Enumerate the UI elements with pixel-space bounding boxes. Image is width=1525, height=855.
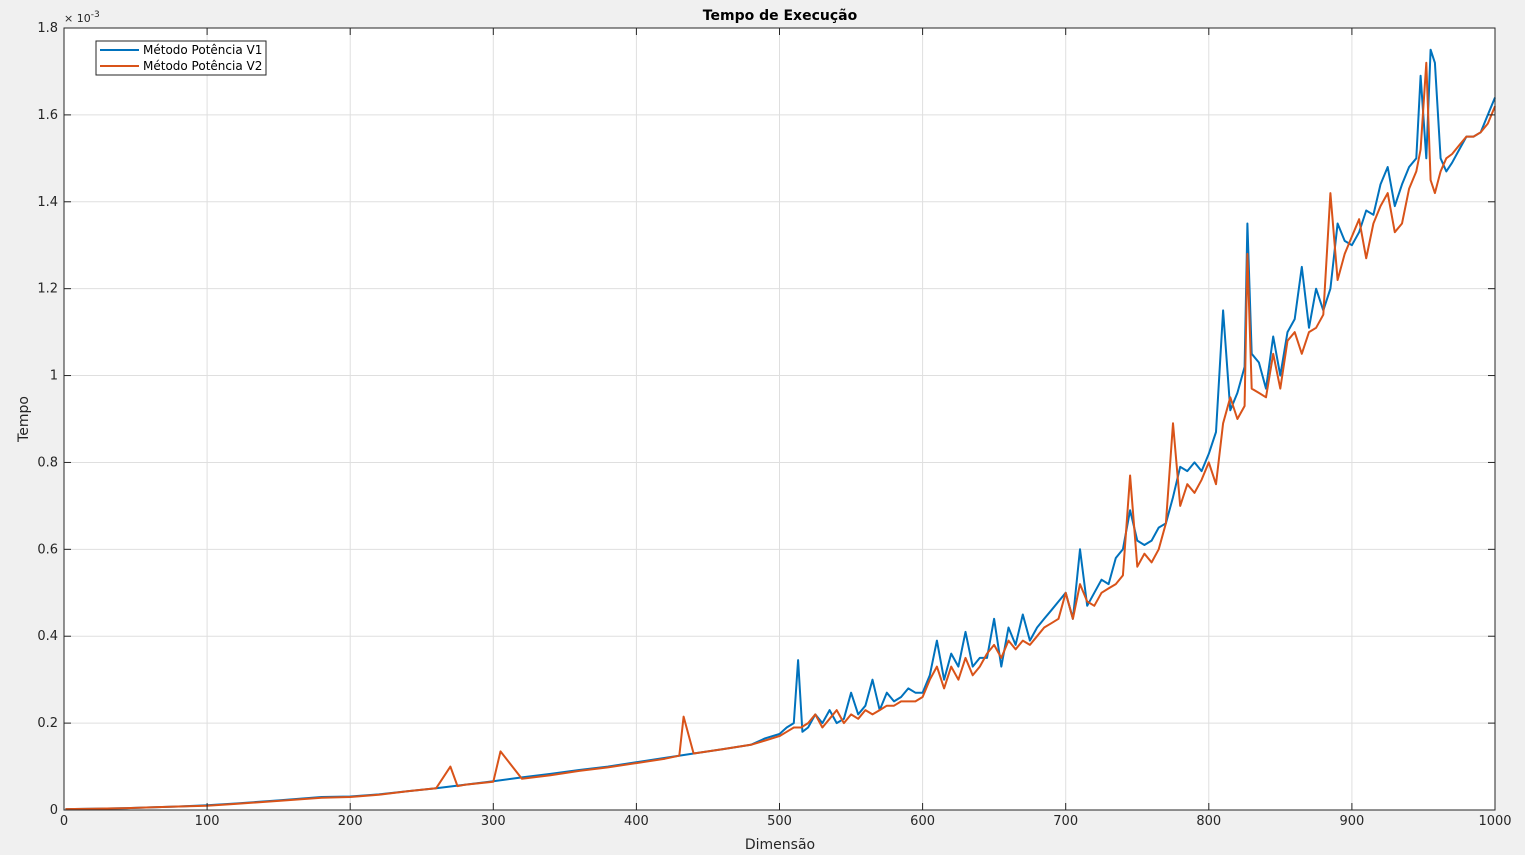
y-tick-label: 1.2 xyxy=(37,282,58,297)
x-tick-label: 700 xyxy=(1053,814,1078,829)
y-tick-label: 1.6 xyxy=(37,108,58,123)
y-tick-labels: 0 0.2 0.4 0.6 0.8 1 1.2 1.4 1.6 1.8 xyxy=(37,21,58,818)
y-exponent-base: × 10 xyxy=(64,12,91,25)
y-tick-label: 0.2 xyxy=(37,716,58,731)
legend-label-v1: Método Potência V1 xyxy=(143,43,262,57)
x-tick-label: 800 xyxy=(1196,814,1221,829)
chart-title: Tempo de Execução xyxy=(703,8,858,24)
x-tick-label: 500 xyxy=(767,814,792,829)
series-lines xyxy=(65,48,1496,811)
legend-label-v2: Método Potência V2 xyxy=(143,59,262,73)
y-tick-label: 0 xyxy=(50,803,58,818)
x-tick-label: 400 xyxy=(624,814,649,829)
x-tick-labels: 0 100 200 300 400 500 600 700 800 900 1000 xyxy=(60,814,1512,829)
axis-ticks xyxy=(63,27,1496,811)
y-tick-label: 0.4 xyxy=(37,629,58,644)
x-tick-label: 600 xyxy=(910,814,935,829)
legend[interactable]: Método Potência V1 Método Potência V2 xyxy=(95,40,267,76)
series-line-metodo-potencia-v2 xyxy=(65,61,1496,811)
x-tick-label: 100 xyxy=(195,814,220,829)
x-tick-label: 1000 xyxy=(1478,814,1511,829)
y-tick-label: 1.4 xyxy=(37,195,58,210)
x-tick-label: 300 xyxy=(481,814,506,829)
y-tick-label: 0.6 xyxy=(37,542,58,557)
y-tick-label: 0.8 xyxy=(37,455,58,470)
x-tick-label: 0 xyxy=(60,814,68,829)
x-tick-label: 900 xyxy=(1339,814,1364,829)
y-exponent: × 10-3 xyxy=(64,10,100,25)
y-axis-label: Tempo xyxy=(16,396,32,443)
y-tick-label: 1 xyxy=(50,369,58,384)
y-tick-label: 1.8 xyxy=(37,21,58,36)
y-exponent-power: -3 xyxy=(91,10,100,20)
legend-box xyxy=(95,40,267,76)
x-axis-label: Dimensão xyxy=(745,837,815,853)
x-tick-label: 200 xyxy=(338,814,363,829)
